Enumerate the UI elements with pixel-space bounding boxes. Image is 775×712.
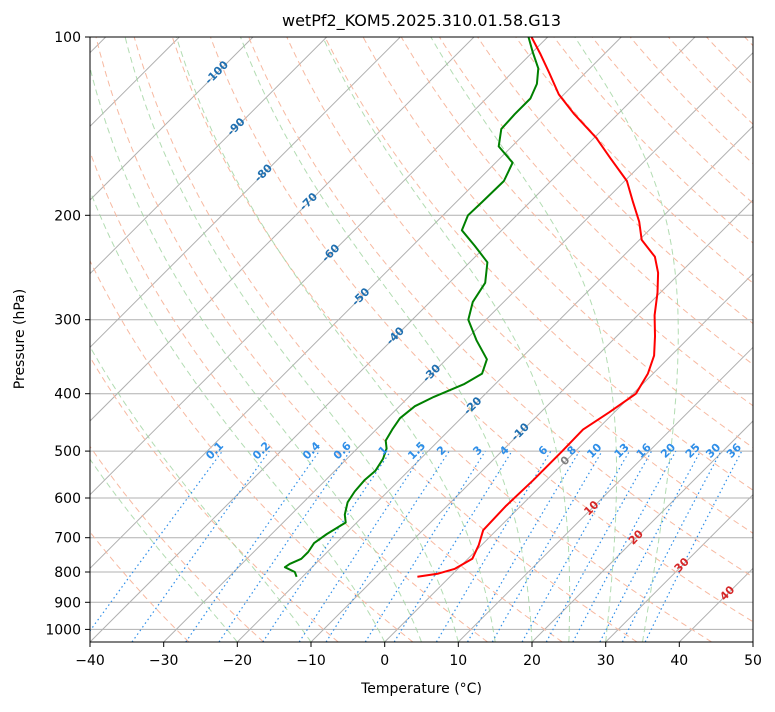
- chart-title: wetPf2_KOM5.2025.310.01.58.G13: [282, 11, 561, 31]
- y-tick-label: 500: [54, 444, 81, 460]
- y-tick-label: 600: [54, 491, 81, 507]
- x-tick-label: 50: [744, 653, 762, 669]
- y-tick-label: 900: [54, 595, 81, 611]
- x-axis-label: Temperature (°C): [360, 681, 482, 697]
- x-tick-label: 20: [523, 653, 541, 669]
- y-tick-label: 400: [54, 387, 81, 403]
- y-tick-label: 800: [54, 565, 81, 581]
- x-tick-label: 0: [380, 653, 389, 669]
- x-tick-label: −40: [75, 653, 105, 669]
- x-tick-label: 30: [597, 653, 615, 669]
- y-tick-label: 200: [54, 208, 81, 224]
- y-tick-label: 1000: [45, 622, 81, 638]
- x-tick-label: 10: [449, 653, 467, 669]
- x-tick-label: −20: [223, 653, 253, 669]
- y-axis-label: Pressure (hPa): [12, 289, 28, 389]
- x-tick-label: −10: [296, 653, 326, 669]
- y-tick-label: 300: [54, 313, 81, 329]
- y-tick-label: 700: [54, 531, 81, 547]
- y-tick-label: 100: [54, 30, 81, 46]
- x-tick-label: 40: [670, 653, 688, 669]
- x-tick-label: −30: [149, 653, 179, 669]
